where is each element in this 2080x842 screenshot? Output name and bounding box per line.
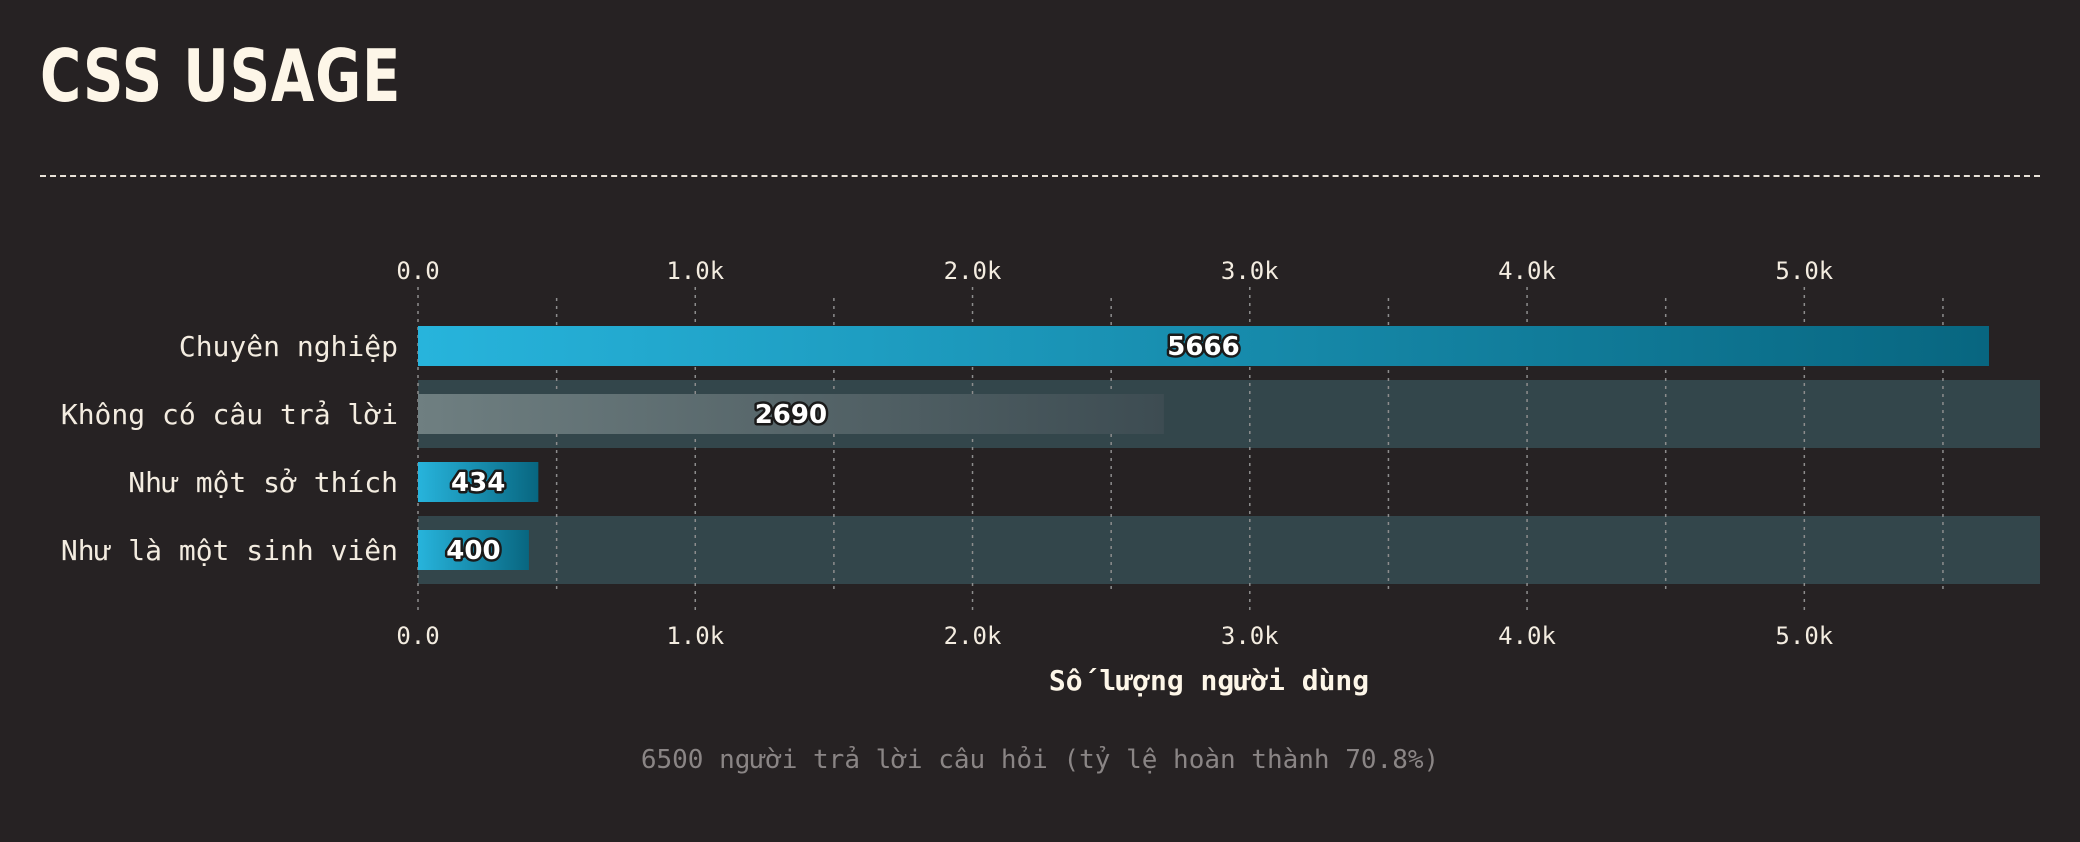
x-tick-label-top: 3.0k: [1221, 257, 1279, 285]
bar-value-label: 5666: [1167, 332, 1239, 362]
labels: 0.0 0.0 1.0k 1.0k 2.0k 2.0k 3.0k 3.0k 4.0k 4.0k 5.…: [61, 257, 1834, 650]
bar: [418, 530, 529, 570]
x-tick-label-bottom: 1.0k: [666, 622, 724, 650]
bar-value-label: 434: [451, 468, 505, 498]
category-label: Như là một sinh viên: [61, 534, 398, 567]
bar-value-label: 2690: [755, 400, 827, 430]
x-tick-label-bottom: 4.0k: [1498, 622, 1556, 650]
footnote: 6500 người trả lời câu hỏi (tỷ lệ hoàn t…: [640, 745, 1440, 775]
x-tick-label-top: 0.0: [396, 257, 439, 285]
row-band: [418, 516, 2040, 584]
bar-chart: 0.0 0.0 1.0k 1.0k 2.0k 2.0k 3.0k 3.0k 4.0k 4.0k 5.…: [61, 257, 2040, 697]
page-title: CSS USAGE: [40, 34, 402, 118]
x-tick-label-bottom: 2.0k: [944, 622, 1002, 650]
x-axis-title: Số lượng người dùng: [1049, 664, 1369, 697]
x-tick-label-bottom: 3.0k: [1221, 622, 1279, 650]
bar: [418, 394, 1164, 434]
bar-value-label: 400: [446, 536, 500, 566]
bar: [418, 462, 539, 502]
x-tick-label-top: 2.0k: [944, 257, 1002, 285]
bar: [418, 326, 1989, 366]
x-tick-label-top: 5.0k: [1775, 257, 1833, 285]
category-label: Như một sở thích: [128, 466, 398, 499]
x-tick-label-bottom: 5.0k: [1775, 622, 1833, 650]
title-divider: [40, 175, 2040, 177]
x-tick-label-top: 4.0k: [1498, 257, 1556, 285]
x-tick-label-bottom: 0.0: [396, 622, 439, 650]
x-tick-label-top: 1.0k: [666, 257, 724, 285]
bars: [418, 326, 1989, 570]
category-label: Không có câu trả lời: [61, 398, 398, 431]
category-label: Chuyên nghiệp: [179, 330, 398, 363]
